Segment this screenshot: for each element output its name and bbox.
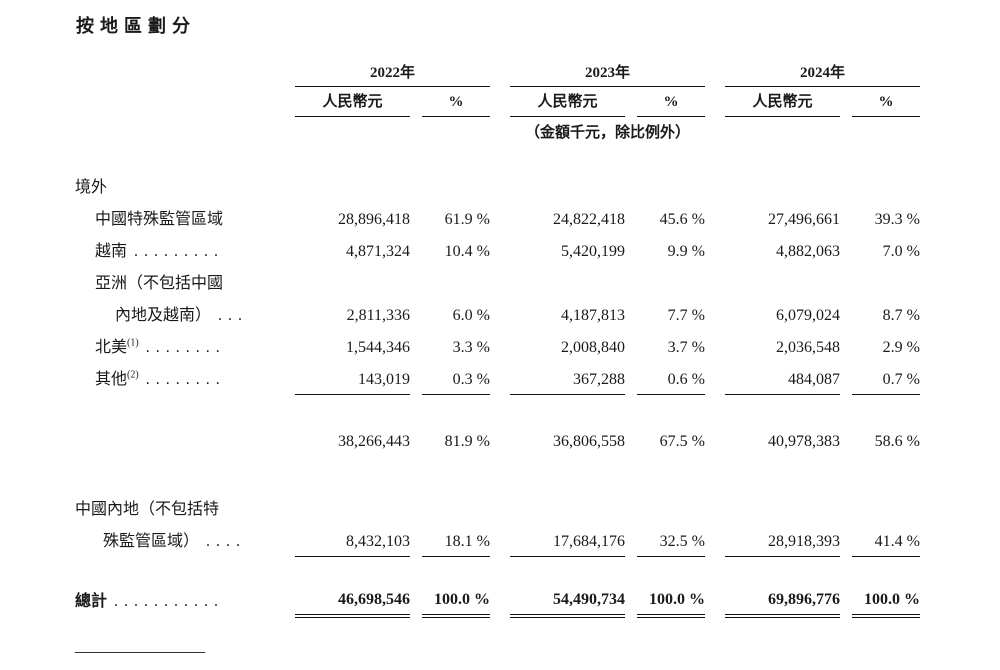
- row-others: 其他(2) . . . . . . . . 143,019 0.3 % 367,2…: [75, 362, 920, 395]
- row-china-special-regulatory-zones: 中國特殊監管區域 28,896,418 61.9 % 24,822,418 45…: [75, 202, 920, 234]
- amount-2023: 4,187,813: [561, 307, 625, 324]
- amount-2023: 5,420,199: [561, 243, 625, 260]
- percent-2024: 8.7 %: [882, 307, 920, 324]
- percent-2024: 58.6 %: [874, 433, 920, 450]
- row-label: 中國特殊監管區域: [95, 211, 224, 228]
- row-north-america: 北美(1) . . . . . . . . 1,544,346 3.3 % 2,0…: [75, 330, 920, 362]
- percent-2024: 39.3 %: [874, 211, 920, 228]
- footnote-separator: [75, 652, 205, 653]
- percent-2023: 9.9 %: [667, 243, 705, 260]
- percent-2022: 6.0 %: [452, 307, 490, 324]
- row-label: 中國內地（不包括特: [75, 501, 220, 518]
- row-total: 總計 . . . . . . . . . . . 46,698,546 100.0…: [75, 582, 920, 618]
- row-label: 內地及越南）: [115, 307, 212, 324]
- amount-2023: 24,822,418: [553, 211, 625, 228]
- percent-2024: 41.4 %: [852, 524, 920, 557]
- revenue-by-region-table: 2022年 2023年 2024年 人民幣元 % 人民幣元 % 人民幣元 % （…: [75, 56, 920, 618]
- year-header-row: 2022年 2023年 2024年: [75, 56, 920, 87]
- percent-2023: 45.6 %: [659, 211, 705, 228]
- percent-2024: 7.0 %: [882, 243, 920, 260]
- percent-2023: 32.5 %: [637, 524, 705, 557]
- amount-2023: 36,806,558: [553, 433, 625, 450]
- percent-2023: 67.5 %: [659, 433, 705, 450]
- percent-2022: 0.3 %: [422, 362, 490, 395]
- amount-2022: 38,266,443: [338, 433, 410, 450]
- row-label: 境外: [75, 179, 108, 196]
- amount-header-2022: 人民幣元: [295, 86, 410, 117]
- leader-dots: . . . .: [206, 533, 242, 550]
- row-overseas-subtotal: 38,266,443 81.9 % 36,806,558 67.5 % 40,9…: [75, 424, 920, 456]
- percent-2022: 18.1 %: [422, 524, 490, 557]
- amount-2022: 1,544,346: [346, 339, 410, 356]
- row-label: 亞洲（不包括中國: [95, 275, 224, 292]
- percent-2022: 81.9 %: [444, 433, 490, 450]
- amount-2023: 2,008,840: [561, 339, 625, 356]
- amount-2022: 4,871,324: [346, 243, 410, 260]
- amount-2024: 27,496,661: [768, 211, 840, 228]
- percent-2023: 100.0 %: [637, 582, 705, 618]
- amount-2023: 54,490,734: [510, 582, 625, 618]
- footnote-ref-2: (2): [127, 369, 139, 381]
- percent-header-2022: %: [422, 86, 490, 117]
- amount-2024: 6,079,024: [776, 307, 840, 324]
- percent-header-2023: %: [637, 86, 705, 117]
- unit-note: （金額千元，除比例外）: [524, 124, 690, 141]
- year-header-2022: 2022年: [295, 56, 490, 87]
- amount-2022: 143,019: [295, 362, 410, 395]
- row-overseas-header: 境外: [75, 170, 920, 202]
- leader-dots: . . .: [218, 307, 244, 324]
- section-title: 按地區劃分: [76, 16, 196, 36]
- amount-2022: 2,811,336: [346, 307, 410, 324]
- percent-2023: 0.6 %: [637, 362, 705, 395]
- leader-dots: . . . . . . . . .: [134, 243, 220, 260]
- amount-header-2024: 人民幣元: [725, 86, 840, 117]
- percent-2024: 100.0 %: [852, 582, 920, 618]
- row-asia-line1: 亞洲（不包括中國: [75, 266, 920, 298]
- percent-2023: 7.7 %: [667, 307, 705, 324]
- row-mainland-china-line1: 中國內地（不包括特: [75, 492, 920, 524]
- row-mainland-china-line2: 殊監管區域） . . . . 8,432,103 18.1 % 17,684,17…: [75, 524, 920, 557]
- percent-2022: 100.0 %: [422, 582, 490, 618]
- percent-2022: 10.4 %: [444, 243, 490, 260]
- row-label: 殊監管區域）: [103, 533, 200, 550]
- percent-header-2024: %: [852, 86, 920, 117]
- row-label: 北美: [95, 339, 128, 356]
- leader-dots: . . . . . . . . . . .: [114, 593, 220, 610]
- footnote-ref-1: (1): [127, 337, 139, 349]
- amount-2024: 69,896,776: [725, 582, 840, 618]
- unit-note-row: （金額千元，除比例外）: [75, 116, 920, 146]
- percent-2024: 2.9 %: [882, 339, 920, 356]
- amount-2024: 2,036,548: [776, 339, 840, 356]
- leader-dots: . . . . . . . .: [145, 371, 221, 388]
- row-label: 總計: [75, 593, 108, 610]
- percent-2022: 3.3 %: [452, 339, 490, 356]
- amount-2024: 484,087: [725, 362, 840, 395]
- amount-header-2023: 人民幣元: [510, 86, 625, 117]
- percent-2024: 0.7 %: [852, 362, 920, 395]
- amount-2022: 28,896,418: [338, 211, 410, 228]
- year-header-2024: 2024年: [725, 56, 920, 87]
- amount-2022: 8,432,103: [295, 524, 410, 557]
- percent-2022: 61.9 %: [444, 211, 490, 228]
- row-label: 越南: [95, 243, 128, 260]
- amount-2024: 40,978,383: [768, 433, 840, 450]
- amount-2023: 17,684,176: [510, 524, 625, 557]
- row-asia-line2: 內地及越南） . . . 2,811,336 6.0 % 4,187,813 7.…: [75, 298, 920, 330]
- leader-dots: . . . . . . . .: [145, 339, 221, 356]
- year-header-2023: 2023年: [510, 56, 705, 87]
- row-vietnam: 越南 . . . . . . . . . 4,871,324 10.4 % 5,4…: [75, 234, 920, 266]
- column-header-row: 人民幣元 % 人民幣元 % 人民幣元 %: [75, 86, 920, 117]
- amount-2022: 46,698,546: [295, 582, 410, 618]
- amount-2024: 28,918,393: [725, 524, 840, 557]
- amount-2024: 4,882,063: [776, 243, 840, 260]
- row-label: 其他: [95, 371, 128, 388]
- percent-2023: 3.7 %: [667, 339, 705, 356]
- amount-2023: 367,288: [510, 362, 625, 395]
